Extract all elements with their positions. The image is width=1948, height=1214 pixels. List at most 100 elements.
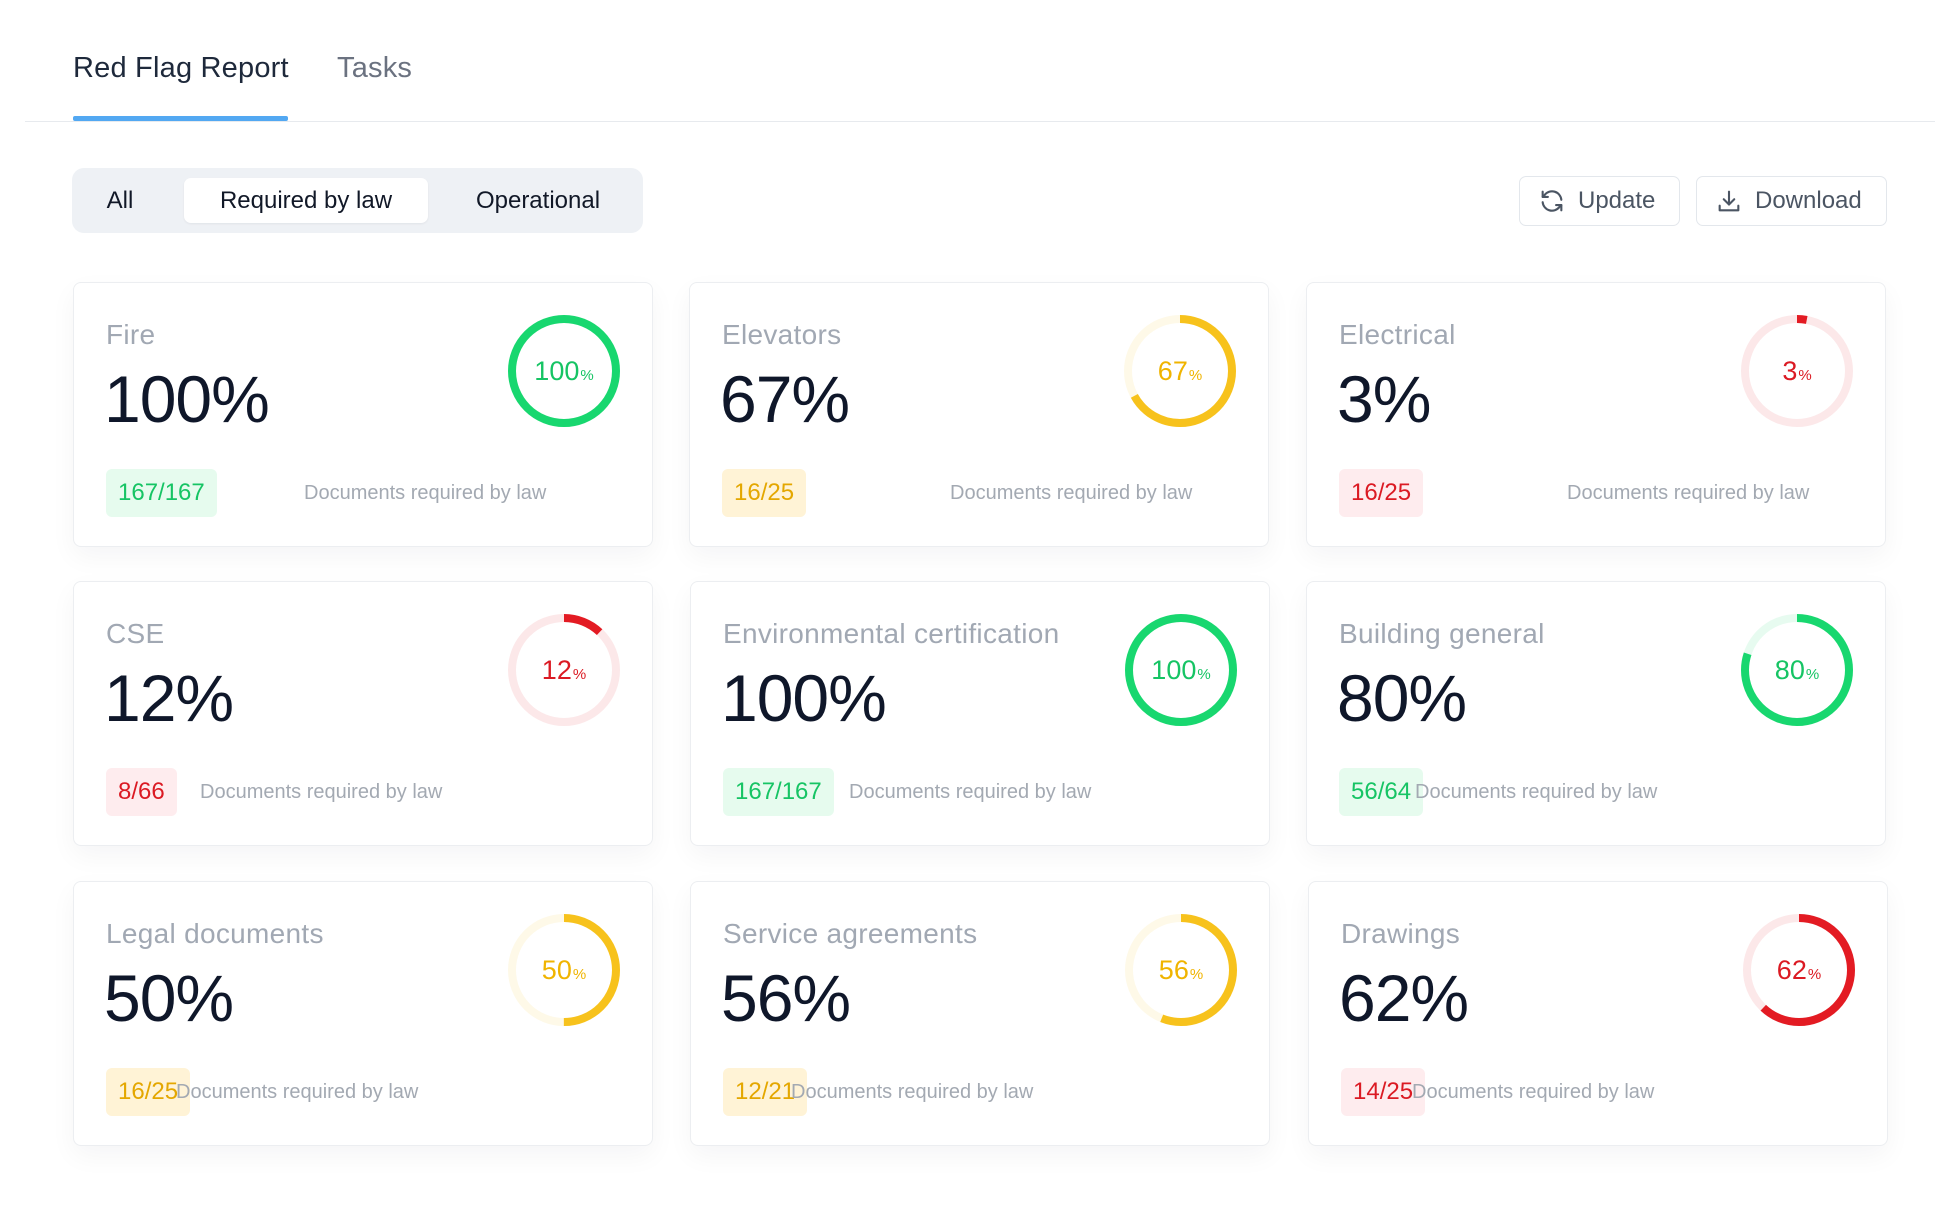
ring-value: 80 [1774, 654, 1805, 685]
ring-label: 100% [506, 313, 622, 429]
ring-label: 50% [506, 912, 622, 1028]
metric-card-8[interactable]: Drawings 62% 14/25 Documents required by… [1308, 881, 1888, 1146]
ring-unit: % [572, 665, 587, 683]
card-title: Elevators [722, 319, 842, 350]
card-title: Fire [106, 319, 156, 350]
card-percentage: 12% [104, 661, 234, 735]
ring-unit: % [1189, 965, 1204, 983]
filter-operational[interactable]: Operational [475, 187, 601, 214]
metric-card-4[interactable]: Environmental certification 100% 167/167… [690, 581, 1270, 846]
update-button[interactable]: Update [1519, 176, 1680, 226]
progress-ring [1125, 914, 1237, 1026]
ring-unit: % [1197, 665, 1211, 683]
card-title: Electrical [1339, 319, 1456, 350]
ring-progress [1741, 614, 1853, 726]
download-button[interactable]: Download [1696, 176, 1887, 226]
filter-required-by-law[interactable]: Required by law [184, 178, 428, 223]
progress-ring [508, 914, 620, 1026]
ring-progress [1741, 315, 1853, 427]
card-title: Service agreements [723, 918, 978, 949]
count-badge: 8/66 [106, 768, 177, 816]
filter-segmented-control: All Required by law Operational [72, 168, 643, 233]
ring-value: 100 [1151, 654, 1197, 685]
tab-red-flag-report[interactable]: Red Flag Report [73, 52, 289, 84]
ring-unit: % [1805, 665, 1820, 683]
ring-progress [1124, 315, 1236, 427]
progress-ring [1741, 315, 1853, 427]
ring-value: 3 [1782, 355, 1798, 386]
count-badge: 167/167 [106, 469, 217, 517]
ring-label: 67% [1122, 313, 1238, 429]
card-caption: Documents required by law [791, 1081, 1034, 1103]
ring-value: 100 [534, 355, 580, 386]
ring-progress [508, 614, 620, 726]
download-icon [1718, 190, 1740, 212]
progress-ring [508, 315, 620, 427]
card-caption: Documents required by law [1415, 781, 1658, 803]
card-caption: Documents required by law [849, 781, 1092, 803]
ring-progress [1125, 914, 1237, 1026]
active-tab-indicator [73, 116, 288, 121]
ring-progress [508, 914, 620, 1026]
count-badge: 16/25 [722, 469, 807, 517]
card-percentage: 80% [1337, 661, 1467, 735]
ring-value: 67 [1157, 355, 1188, 386]
ring-unit: % [580, 366, 594, 384]
filter-all[interactable]: All [106, 187, 134, 214]
metric-card-6[interactable]: Legal documents 50% 16/25 Documents requ… [73, 881, 653, 1146]
progress-ring [1743, 914, 1855, 1026]
ring-value: 12 [541, 654, 572, 685]
download-label: Download [1755, 187, 1862, 214]
ring-value: 56 [1158, 954, 1189, 985]
tab-tasks[interactable]: Tasks [337, 52, 413, 84]
count-badge: 16/25 [1339, 469, 1424, 517]
card-caption: Documents required by law [1567, 482, 1810, 504]
card-percentage: 67% [720, 362, 850, 436]
metric-card-2[interactable]: Electrical 3% 16/25 Documents required b… [1306, 282, 1886, 547]
ring-label: 80% [1739, 612, 1855, 728]
card-title: Legal documents [106, 918, 324, 949]
card-title: CSE [106, 618, 165, 649]
ring-label: 62% [1741, 912, 1857, 1028]
metric-card-0[interactable]: Fire 100% 167/167 Documents required by … [73, 282, 653, 547]
refresh-icon [1541, 190, 1563, 212]
ring-unit: % [1807, 965, 1822, 983]
card-caption: Documents required by law [1412, 1081, 1655, 1103]
metric-card-3[interactable]: CSE 12% 8/66 Documents required by law 1… [73, 581, 653, 846]
count-badge: 16/25 [106, 1068, 191, 1116]
card-title: Drawings [1341, 918, 1461, 949]
card-percentage: 100% [721, 661, 887, 735]
card-percentage: 3% [1337, 362, 1431, 436]
card-percentage: 56% [721, 961, 851, 1035]
update-label: Update [1578, 187, 1656, 214]
count-badge: 14/25 [1341, 1068, 1426, 1116]
card-percentage: 50% [104, 961, 234, 1035]
card-title: Building general [1339, 618, 1545, 649]
metric-card-7[interactable]: Service agreements 56% 12/21 Documents r… [690, 881, 1270, 1146]
ring-progress [1125, 614, 1237, 726]
ring-label: 100% [1123, 612, 1239, 728]
ring-value: 62 [1776, 954, 1807, 985]
ring-progress [1743, 914, 1855, 1026]
progress-ring [1124, 315, 1236, 427]
card-percentage: 62% [1339, 961, 1469, 1035]
tab-bar: Red Flag Report Tasks [25, 0, 1935, 122]
card-caption: Documents required by law [200, 781, 443, 803]
ring-progress [508, 315, 620, 427]
card-caption: Documents required by law [304, 482, 547, 504]
metric-card-1[interactable]: Elevators 67% 16/25 Documents required b… [689, 282, 1269, 547]
progress-ring [1125, 614, 1237, 726]
card-percentage: 100% [104, 362, 270, 436]
count-badge: 56/64 [1339, 768, 1424, 816]
progress-ring [1741, 614, 1853, 726]
ring-label: 56% [1123, 912, 1239, 1028]
count-badge: 167/167 [723, 768, 834, 816]
count-badge: 12/21 [723, 1068, 808, 1116]
ring-label: 12% [506, 612, 622, 728]
metric-card-5[interactable]: Building general 80% 56/64 Documents req… [1306, 581, 1886, 846]
progress-ring [508, 614, 620, 726]
card-caption: Documents required by law [950, 482, 1193, 504]
ring-unit: % [572, 965, 587, 983]
ring-value: 50 [541, 954, 572, 985]
card-title: Environmental certification [723, 618, 1060, 649]
